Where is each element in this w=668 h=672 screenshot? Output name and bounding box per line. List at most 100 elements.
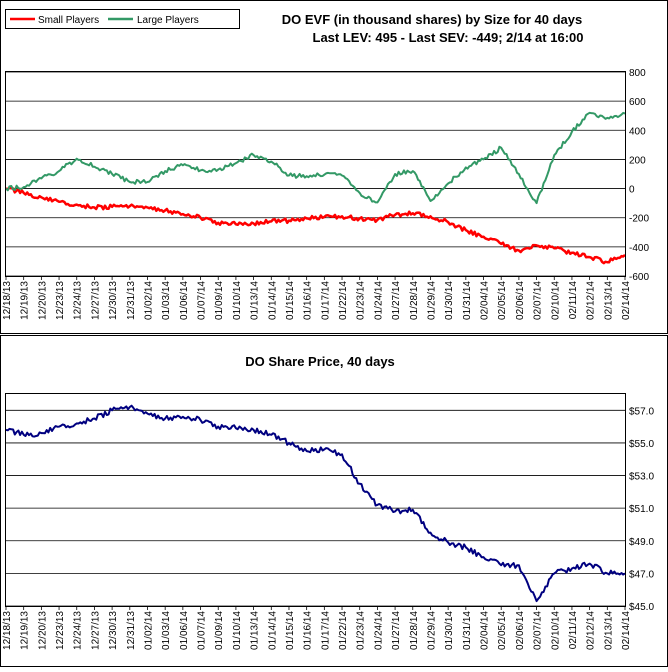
- price-y-tick-label: $57.0: [629, 406, 654, 417]
- evf-x-tick-label: 02/06/14: [515, 281, 526, 320]
- price-chart-title: DO Share Price, 40 days: [245, 354, 395, 369]
- evf-y-tick-label: 800: [629, 68, 646, 79]
- price-x-tick-label: 01/13/14: [250, 611, 261, 650]
- evf-x-tick-label: 12/19/13: [20, 281, 31, 320]
- evf-x-tick-label: 12/31/13: [126, 281, 137, 320]
- price-x-tick-label: 01/31/14: [462, 611, 473, 650]
- price-x-tick-label: 12/27/13: [90, 611, 101, 650]
- price-x-tick-label: 01/09/14: [214, 611, 225, 650]
- price-x-tick-label: 01/22/14: [338, 611, 349, 650]
- price-x-tick-label: 01/27/14: [391, 611, 402, 650]
- price-x-tick-label: 12/23/13: [55, 611, 66, 650]
- price-series: [5, 404, 626, 603]
- evf-series-line-small-players: [5, 186, 626, 265]
- evf-x-tick-label: 01/07/14: [197, 281, 208, 320]
- evf-x-tick-label: 01/17/14: [320, 281, 331, 320]
- evf-y-axis-ticks: 800 600 400 200 0 -200 -400 -600: [629, 68, 649, 283]
- price-chart-border: [0, 335, 668, 667]
- evf-x-tick-label: 01/03/14: [161, 281, 172, 320]
- price-x-tick-label: 01/16/14: [303, 611, 314, 650]
- evf-chart-subtitle: Last LEV: 495 - Last SEV: -449; 2/14 at …: [313, 30, 584, 45]
- evf-x-tick-label: 12/30/13: [108, 281, 119, 320]
- price-y-tick-label: $55.0: [629, 439, 654, 450]
- price-x-tick-label: 12/30/13: [108, 611, 119, 650]
- evf-x-tick-label: 01/09/14: [214, 281, 225, 320]
- evf-x-tick-label: 01/14/14: [267, 281, 278, 320]
- price-x-tick-label: 01/24/14: [373, 611, 384, 650]
- price-y-tick-label: $49.0: [629, 537, 654, 548]
- evf-x-tick-label: 01/31/14: [462, 281, 473, 320]
- evf-chart-border: [0, 0, 668, 334]
- price-x-tick-label: 02/12/14: [586, 611, 597, 650]
- evf-x-tick-label: 01/24/14: [373, 281, 384, 320]
- price-x-tick-label: 01/23/14: [356, 611, 367, 650]
- evf-x-tick-label: 02/10/14: [550, 281, 561, 320]
- price-x-tick-label: 01/03/14: [161, 611, 172, 650]
- evf-x-tick-label: 12/27/13: [90, 281, 101, 320]
- price-x-tick-label: 12/31/13: [126, 611, 137, 650]
- evf-x-tick-label: 02/07/14: [533, 281, 544, 320]
- evf-x-tick-label: 01/06/14: [179, 281, 190, 320]
- price-x-tick-label: 12/20/13: [37, 611, 48, 650]
- legend-label-large-players: Large Players: [137, 15, 199, 26]
- evf-chart-title: DO EVF (in thousand shares) by Size for …: [282, 12, 583, 27]
- price-x-tick-label: 02/10/14: [550, 611, 561, 650]
- evf-x-axis-ticks: 12/18/13 12/19/13 12/20/13 12/23/13 12/24/13…: [2, 276, 632, 320]
- evf-x-tick-label: 01/27/14: [391, 281, 402, 320]
- evf-x-tick-label: 12/24/13: [73, 281, 84, 320]
- evf-x-tick-label: 01/10/14: [232, 281, 243, 320]
- evf-x-tick-label: 02/14/14: [621, 281, 632, 320]
- price-x-tick-label: 01/14/14: [267, 611, 278, 650]
- evf-x-tick-label: 02/11/14: [568, 281, 579, 320]
- price-x-tick-label: 01/06/14: [179, 611, 190, 650]
- evf-x-tick-label: 01/30/14: [444, 281, 455, 320]
- evf-series-line-large-players: [5, 111, 626, 205]
- evf-x-tick-label: 01/02/14: [143, 281, 154, 320]
- price-x-tick-label: 02/05/14: [497, 611, 508, 650]
- evf-y-tick-label: 0: [629, 185, 635, 196]
- price-x-tick-label: 01/29/14: [426, 611, 437, 650]
- price-x-tick-label: 01/30/14: [444, 611, 455, 650]
- evf-plot-area: [5, 71, 626, 277]
- evf-y-tick-label: 400: [629, 126, 646, 137]
- evf-x-tick-label: 01/13/14: [250, 281, 261, 320]
- evf-y-tick-label: 200: [629, 155, 646, 166]
- price-x-tick-label: 02/04/14: [480, 611, 491, 650]
- evf-x-tick-label: 01/29/14: [426, 281, 437, 320]
- price-x-tick-label: 02/13/14: [603, 611, 614, 650]
- price-y-tick-label: $53.0: [629, 472, 654, 483]
- price-x-tick-label: 01/07/14: [197, 611, 208, 650]
- evf-y-tick-label: -400: [629, 243, 649, 254]
- evf-x-tick-label: 02/05/14: [497, 281, 508, 320]
- price-y-tick-label: $51.0: [629, 504, 654, 515]
- evf-y-tick-label: -200: [629, 214, 649, 225]
- evf-y-tick-label: -600: [629, 272, 649, 283]
- price-x-tick-label: 01/10/14: [232, 611, 243, 650]
- price-x-tick-label: 02/14/14: [621, 611, 632, 650]
- evf-x-tick-label: 02/04/14: [480, 281, 491, 320]
- price-y-tick-label: $47.0: [629, 569, 654, 580]
- evf-x-tick-label: 01/16/14: [303, 281, 314, 320]
- evf-x-tick-label: 12/20/13: [37, 281, 48, 320]
- price-x-tick-label: 02/07/14: [533, 611, 544, 650]
- price-plot-area: [5, 393, 626, 607]
- legend-label-small-players: Small Players: [38, 15, 99, 26]
- price-y-tick-label: $45.0: [629, 602, 654, 613]
- price-x-tick-label: 02/11/14: [568, 611, 579, 650]
- evf-x-tick-label: 12/23/13: [55, 281, 66, 320]
- evf-x-tick-label: 02/12/14: [586, 281, 597, 320]
- evf-y-tick-label: 600: [629, 97, 646, 108]
- price-series-line-0: [5, 404, 626, 603]
- price-x-tick-label: 12/24/13: [73, 611, 84, 650]
- evf-x-tick-label: 01/28/14: [409, 281, 420, 320]
- price-x-axis-ticks: 12/18/13 12/19/13 12/20/13 12/23/13 12/24/13…: [2, 606, 632, 650]
- price-x-tick-label: 12/18/13: [2, 611, 13, 650]
- price-x-tick-label: 01/15/14: [285, 611, 296, 650]
- evf-x-tick-label: 02/13/14: [603, 281, 614, 320]
- price-x-tick-label: 12/19/13: [20, 611, 31, 650]
- evf-series: [5, 111, 626, 265]
- price-x-tick-label: 01/17/14: [320, 611, 331, 650]
- price-y-axis-ticks: $57.0 $55.0 $53.0 $51.0 $49.0 $47.0 $45.0: [629, 406, 654, 613]
- evf-x-tick-label: 01/15/14: [285, 281, 296, 320]
